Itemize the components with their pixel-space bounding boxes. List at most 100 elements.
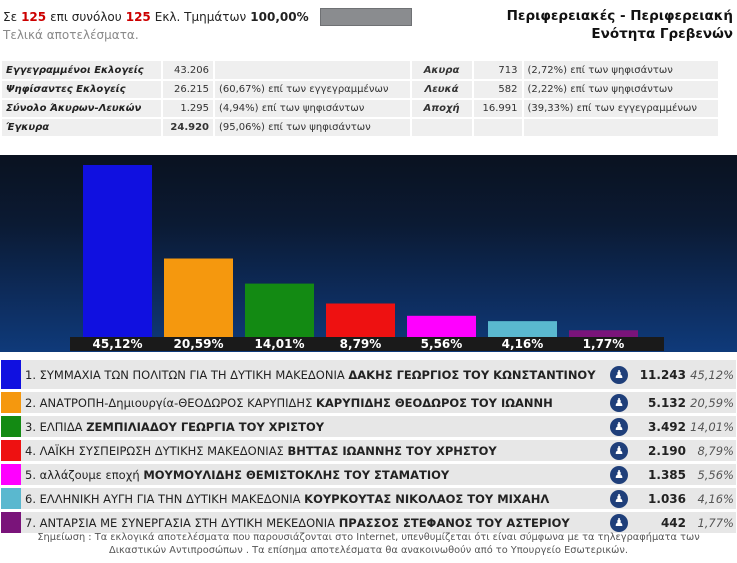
stats-label: Σύνολο Άκυρων-Λευκών bbox=[2, 99, 163, 119]
chart-bar bbox=[488, 321, 557, 337]
total-sections: 125 bbox=[125, 10, 151, 24]
candidate-color-swatch bbox=[1, 392, 21, 413]
leader-name: ΔΑΚΗΣ ΓΕΩΡΓΙΟΣ ΤΟΥ ΚΩΝΣΤΑΝΤΙΝΟΥ bbox=[348, 367, 596, 382]
chart-bar bbox=[326, 303, 395, 337]
person-glyph: ♟ bbox=[614, 395, 624, 409]
stats-row: Σύνολο Άκυρων-Λευκών 1.295 (4,94%) επί τ… bbox=[2, 99, 720, 119]
candidate-color-swatch bbox=[1, 416, 21, 437]
candidate-row: 7. ΑΝΤΑΡΣΙΑ ΜΕ ΣΥΝΕΡΓΑΣΙΑ ΣΤΗ ΔΥΤΙΚΗ ΜΕΚ… bbox=[1, 512, 736, 533]
stats-label: Ακυρα bbox=[410, 61, 474, 81]
candidate-percent: 45,12% bbox=[690, 367, 734, 382]
candidate-votes: 1.385 bbox=[648, 467, 686, 482]
stats-value: 43.206 bbox=[162, 61, 215, 81]
stats-value: 582 bbox=[472, 80, 524, 100]
candidate-name: 5. αλλάζουμε εποχή ΜΟΥΜΟΥΛΙΔΗΣ ΘΕΜΙΣΤΟΚΛ… bbox=[21, 464, 610, 485]
party-name: ΑΝΤΑΡΣΙΑ ΜΕ ΣΥΝΕΡΓΑΣΙΑ ΣΤΗ ΔΥΤΙΚΗ ΜΕΚΕΔΟ… bbox=[39, 515, 336, 530]
stats-desc: (60,67%) επί των εγγεγραμμένων bbox=[214, 80, 412, 100]
chart-bar bbox=[83, 165, 152, 337]
person-glyph: ♟ bbox=[614, 419, 624, 433]
candidate-number: 5. bbox=[25, 467, 36, 482]
stats-label: Αποχή bbox=[410, 99, 474, 119]
candidate-number: 4. bbox=[25, 443, 36, 458]
stats-value bbox=[472, 118, 524, 138]
stats-desc: (95,06%) επί των ψηφισάντων bbox=[214, 118, 412, 138]
candidate-row: 1. ΣΥΜΜΑΧΙΑ ΤΩΝ ΠΟΛΙΤΩΝ ΓΙΑ ΤΗ ΔΥΤΙΚΗ ΜΑ… bbox=[1, 360, 736, 389]
party-name: ΛΑΪΚΗ ΣΥΣΠΕΙΡΩΣΗ ΔΥΤΙΚΗΣ ΜΑΚΕΔΟΝΙΑΣ bbox=[39, 443, 284, 458]
candidate-number: 6. bbox=[25, 491, 36, 506]
candidate-row: 3. ΕΛΠΙΔΑ ΖΕΜΠΙΛΙΑΔΟΥ ΓΕΩΡΓΙΑ ΤΟΥ ΧΡΙΣΤΟ… bbox=[1, 416, 736, 437]
stats-value: 24.920 bbox=[162, 118, 215, 138]
stats-label bbox=[410, 118, 474, 138]
candidate-color-swatch bbox=[1, 464, 21, 485]
stats-value: 26.215 bbox=[162, 80, 215, 100]
candidate-row: 5. αλλάζουμε εποχή ΜΟΥΜΟΥΛΙΔΗΣ ΘΕΜΙΣΤΟΚΛ… bbox=[1, 464, 736, 485]
leader-name: ΚΟΥΡΚΟΥΤΑΣ ΝΙΚΟΛΑΟΣ ΤΟΥ ΜΙΧΑΗΛ bbox=[304, 491, 550, 506]
stats-desc: (2,22%) επί των ψηφισάντων bbox=[522, 80, 720, 100]
person-icon[interactable]: ♟ bbox=[610, 417, 628, 436]
stats-row: Έγκυρα 24.920 (95,06%) επί των ψηφισάντω… bbox=[2, 118, 720, 138]
party-name: ΕΛΛΗΝΙΚΗ ΑΥΓΗ ΓΙΑ ΤΗΝ ΔΥΤΙΚΗ ΜΑΚΕΔΟΝΙΑ bbox=[39, 491, 301, 506]
candidate-percent: 4,16% bbox=[697, 491, 734, 506]
leader-name: ΜΟΥΜΟΥΛΙΔΗΣ ΘΕΜΙΣΤΟΚΛΗΣ ΤΟΥ ΣΤΑΜΑΤΙΟΥ bbox=[143, 467, 450, 482]
candidate-list: 1. ΣΥΜΜΑΧΙΑ ΤΩΝ ΠΟΛΙΤΩΝ ΓΙΑ ΤΗ ΔΥΤΙΚΗ ΜΑ… bbox=[1, 360, 736, 536]
candidate-name: 7. ΑΝΤΑΡΣΙΑ ΜΕ ΣΥΝΕΡΓΑΣΙΑ ΣΤΗ ΔΥΤΙΚΗ ΜΕΚ… bbox=[21, 512, 610, 533]
candidate-row: 6. ΕΛΛΗΝΙΚΗ ΑΥΓΗ ΓΙΑ ΤΗΝ ΔΥΤΙΚΗ ΜΑΚΕΔΟΝΙ… bbox=[1, 488, 736, 509]
leader-name: ΒΗΤΤΑΣ ΙΩΑΝΝΗΣ ΤΟΥ ΧΡΗΣΤΟΥ bbox=[287, 443, 497, 458]
candidate-number: 1. bbox=[25, 367, 36, 382]
bar-data-label: 5,56% bbox=[421, 337, 463, 351]
leader-name: ΖΕΜΠΙΛΙΑΔΟΥ ΓΕΩΡΓΙΑ ΤΟΥ ΧΡΙΣΤΟΥ bbox=[86, 419, 325, 434]
candidate-votes: 1.036 bbox=[648, 491, 686, 506]
candidate-name: 4. ΛΑΪΚΗ ΣΥΣΠΕΙΡΩΣΗ ΔΥΤΙΚΗΣ ΜΑΚΕΔΟΝΙΑΣ Β… bbox=[21, 440, 610, 461]
candidate-percent: 8,79% bbox=[697, 443, 734, 458]
counted-sections-line: Σε 125 επι συνόλου 125 Εκλ. Τμημάτων 100… bbox=[3, 8, 412, 26]
results-summary: Σε 125 επι συνόλου 125 Εκλ. Τμημάτων 100… bbox=[3, 8, 412, 42]
candidate-name: 6. ΕΛΛΗΝΙΚΗ ΑΥΓΗ ΓΙΑ ΤΗΝ ΔΥΤΙΚΗ ΜΑΚΕΔΟΝΙ… bbox=[21, 488, 610, 509]
party-name: ΑΝΑΤΡΟΠΗ-Δημιουργία-ΘΕΟΔΩΡΟΣ ΚΑΡΥΠΙΔΗΣ bbox=[39, 395, 313, 410]
region-title-line2: Ενότητα Γρεβενών bbox=[591, 26, 733, 42]
candidate-row: 4. ΛΑΪΚΗ ΣΥΣΠΕΙΡΩΣΗ ΔΥΤΙΚΗΣ ΜΑΚΕΔΟΝΙΑΣ Β… bbox=[1, 440, 736, 461]
candidate-votes: 11.243 bbox=[639, 367, 686, 382]
candidate-color-swatch bbox=[1, 512, 21, 533]
region-title-line1: Περιφερειακές - Περιφερειακή bbox=[506, 8, 733, 24]
person-icon[interactable]: ♟ bbox=[610, 365, 628, 384]
person-icon[interactable]: ♟ bbox=[610, 513, 628, 532]
candidate-percent: 20,59% bbox=[690, 395, 734, 410]
candidate-votes: 3.492 bbox=[648, 419, 686, 434]
person-glyph: ♟ bbox=[614, 491, 624, 505]
stats-desc: (39,33%) επί των εγγεγραμμένων bbox=[522, 99, 720, 119]
candidate-votes: 5.132 bbox=[648, 395, 686, 410]
stats-desc: (4,94%) επί των ψηφισάντων bbox=[214, 99, 412, 119]
stats-label: Εγγεγραμμένοι Εκλογείς bbox=[2, 61, 163, 81]
section-label: Εκλ. Τμημάτων bbox=[154, 10, 247, 24]
stats-desc bbox=[214, 61, 412, 81]
results-bar-chart: 45,12% 20,59% 14,01% 8,79% 5,56% 4,16% 1,77% bbox=[0, 155, 737, 352]
bar-data-label: 4,16% bbox=[502, 337, 544, 351]
person-icon[interactable]: ♟ bbox=[610, 393, 628, 412]
candidate-row: 2. ΑΝΑΤΡΟΠΗ-Δημιουργία-ΘΕΟΔΩΡΟΣ ΚΑΡΥΠΙΔΗ… bbox=[1, 392, 736, 413]
bar-data-label: 14,01% bbox=[255, 337, 305, 351]
person-glyph: ♟ bbox=[614, 467, 624, 481]
final-results-text: Τελικά αποτελέσματα. bbox=[3, 28, 139, 42]
candidate-percent: 5,56% bbox=[697, 467, 734, 482]
counted-percent: 100,00% bbox=[250, 10, 309, 24]
candidate-name: 2. ΑΝΑΤΡΟΠΗ-Δημιουργία-ΘΕΟΔΩΡΟΣ ΚΑΡΥΠΙΔΗ… bbox=[21, 392, 610, 413]
note-line2: Δικαστικών Αντιπροσώπων . Τα επίσημα απο… bbox=[109, 545, 628, 556]
stats-label: Ψηφίσαντες Εκλογείς bbox=[2, 80, 163, 100]
stats-desc: (2,72%) επί των ψηφισάντων bbox=[522, 61, 720, 81]
disclaimer-note: Σημείωση : Τα εκλογικά αποτελέσματα που … bbox=[0, 531, 737, 557]
region-title: Περιφερειακές - Περιφερειακή Ενότητα Γρε… bbox=[403, 7, 733, 43]
stats-row: Ψηφίσαντες Εκλογείς 26.215 (60,67%) επί … bbox=[2, 80, 720, 100]
party-name: ΣΥΜΜΑΧΙΑ ΤΩΝ ΠΟΛΙΤΩΝ ΓΙΑ ΤΗ ΔΥΤΙΚΗ ΜΑΚΕΔ… bbox=[39, 367, 345, 382]
count-prefix: Σε bbox=[3, 10, 18, 24]
person-icon[interactable]: ♟ bbox=[610, 465, 628, 484]
candidate-color-swatch bbox=[1, 488, 21, 509]
bar-data-label: 45,12% bbox=[93, 337, 143, 351]
leader-name: ΠΡΑΣΣΟΣ ΣΤΕΦΑΝΟΣ ΤΟΥ ΑΣΤΕΡΙΟΥ bbox=[338, 515, 570, 530]
stats-value: 713 bbox=[472, 61, 524, 81]
bar-chart-svg: 45,12% 20,59% 14,01% 8,79% 5,56% 4,16% 1,77% bbox=[70, 165, 664, 351]
person-icon[interactable]: ♟ bbox=[610, 489, 628, 508]
person-glyph: ♟ bbox=[614, 443, 624, 457]
person-icon[interactable]: ♟ bbox=[610, 441, 628, 460]
note-line1: Σημείωση : Τα εκλογικά αποτελέσματα που … bbox=[37, 532, 700, 543]
counted-sections: 125 bbox=[21, 10, 47, 24]
